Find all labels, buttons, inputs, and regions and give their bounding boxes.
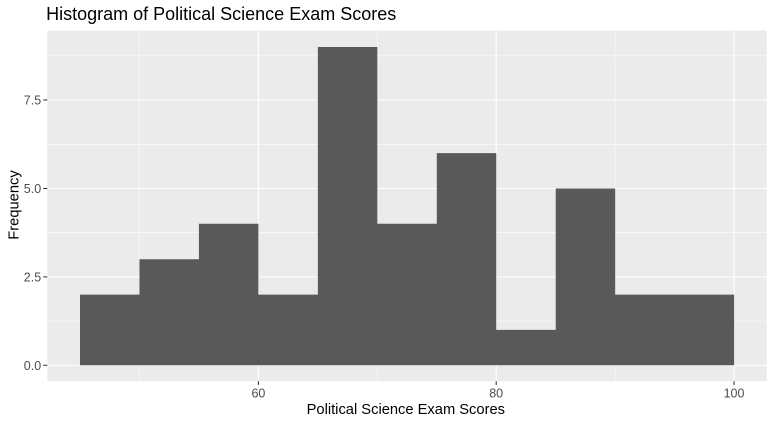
svg-text:80: 80 <box>489 387 503 401</box>
svg-text:0.0: 0.0 <box>24 359 41 373</box>
svg-text:Frequency: Frequency <box>7 170 23 240</box>
svg-text:2.5: 2.5 <box>24 271 41 285</box>
svg-text:Political Science Exam Scores: Political Science Exam Scores <box>307 402 505 418</box>
svg-text:60: 60 <box>251 387 265 401</box>
svg-text:100: 100 <box>724 387 745 401</box>
svg-text:5.0: 5.0 <box>24 182 41 196</box>
svg-text:7.5: 7.5 <box>24 94 41 108</box>
svg-text:Histogram of Political Science: Histogram of Political Science Exam Scor… <box>46 4 396 24</box>
